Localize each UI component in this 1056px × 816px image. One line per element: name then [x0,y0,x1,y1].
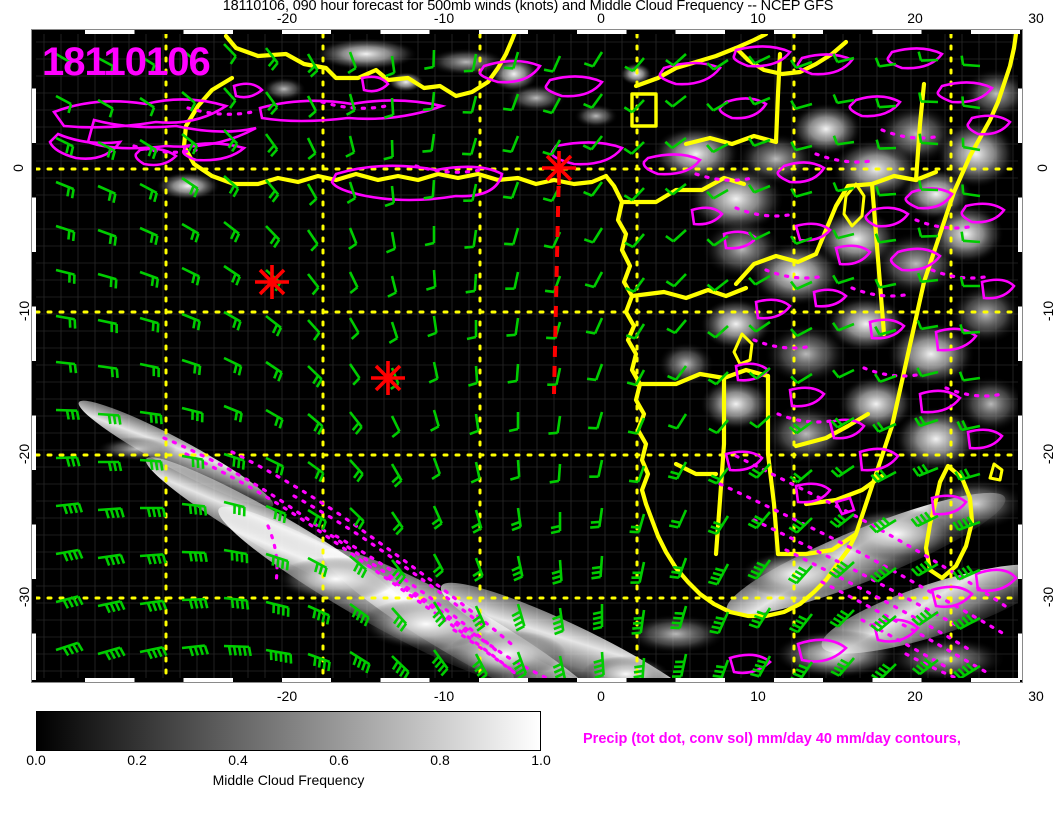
axis-tick-left-y-2: -20 [16,443,33,465]
axis-tick-top-x-4: 20 [907,10,923,26]
site-marker-asterisk [371,361,405,395]
colorbar-tick-3: 0.6 [329,752,349,768]
page-title: 18110106, 090 hour forecast for 500mb wi… [222,0,834,14]
cloud-frequency-field [78,38,1020,680]
site-marker-asterisk [255,265,289,299]
colorbar-tick-4: 0.8 [430,752,450,768]
site-marker-layer [255,151,576,395]
axis-tick-top-x-5: 30 [1028,10,1044,26]
axis-tick-bottom-x-1: -10 [433,688,455,704]
axis-tick-right-y-3: -30 [1040,586,1056,608]
axis-tick-top-x-3: 10 [750,10,766,26]
colorbar-label: Middle Cloud Frequency [212,772,365,788]
map-border-bottom [36,678,1020,682]
site-marker-asterisk [542,151,576,185]
axis-tick-bottom-x-0: -20 [276,688,298,704]
precip-legend-text: Precip (tot dot, conv sol) mm/day 40 mm/… [583,731,961,747]
colorbar-tick-5: 1.0 [531,752,551,768]
axis-tick-right-y-1: -10 [1040,300,1056,322]
axis-tick-right-y-0: 0 [1033,164,1050,172]
colorbar-tick-0: 0.0 [26,752,46,768]
axis-tick-bottom-x-4: 20 [907,688,923,704]
map-plot-frame: 18110106 [31,29,1023,683]
date-stamp-label: 18110106 [42,40,211,84]
axis-tick-left-y-1: -10 [16,300,33,322]
map-svg [36,34,1020,680]
axis-tick-top-x-1: -10 [433,10,455,26]
map-border-left [32,34,36,680]
axis-tick-left-y-3: -30 [16,586,33,608]
axis-tick-left-y-0: 0 [9,164,26,172]
axis-tick-top-x-0: -20 [276,10,298,26]
flight-track-line [552,165,561,395]
colorbar-gradient [36,711,541,751]
map-canvas: 18110106 [36,34,1020,680]
axis-tick-right-y-2: -20 [1040,443,1056,465]
colorbar [36,711,541,751]
axis-tick-bottom-x-2: 0 [597,688,605,704]
map-border-right [1018,34,1022,680]
axis-tick-bottom-x-3: 10 [750,688,766,704]
colorbar-tick-1: 0.2 [127,752,147,768]
gridline-layer [36,34,1020,680]
axis-tick-top-x-2: 0 [597,10,605,26]
colorbar-tick-2: 0.4 [228,752,248,768]
axis-tick-bottom-x-5: 30 [1028,688,1044,704]
map-border-top [36,30,1020,34]
